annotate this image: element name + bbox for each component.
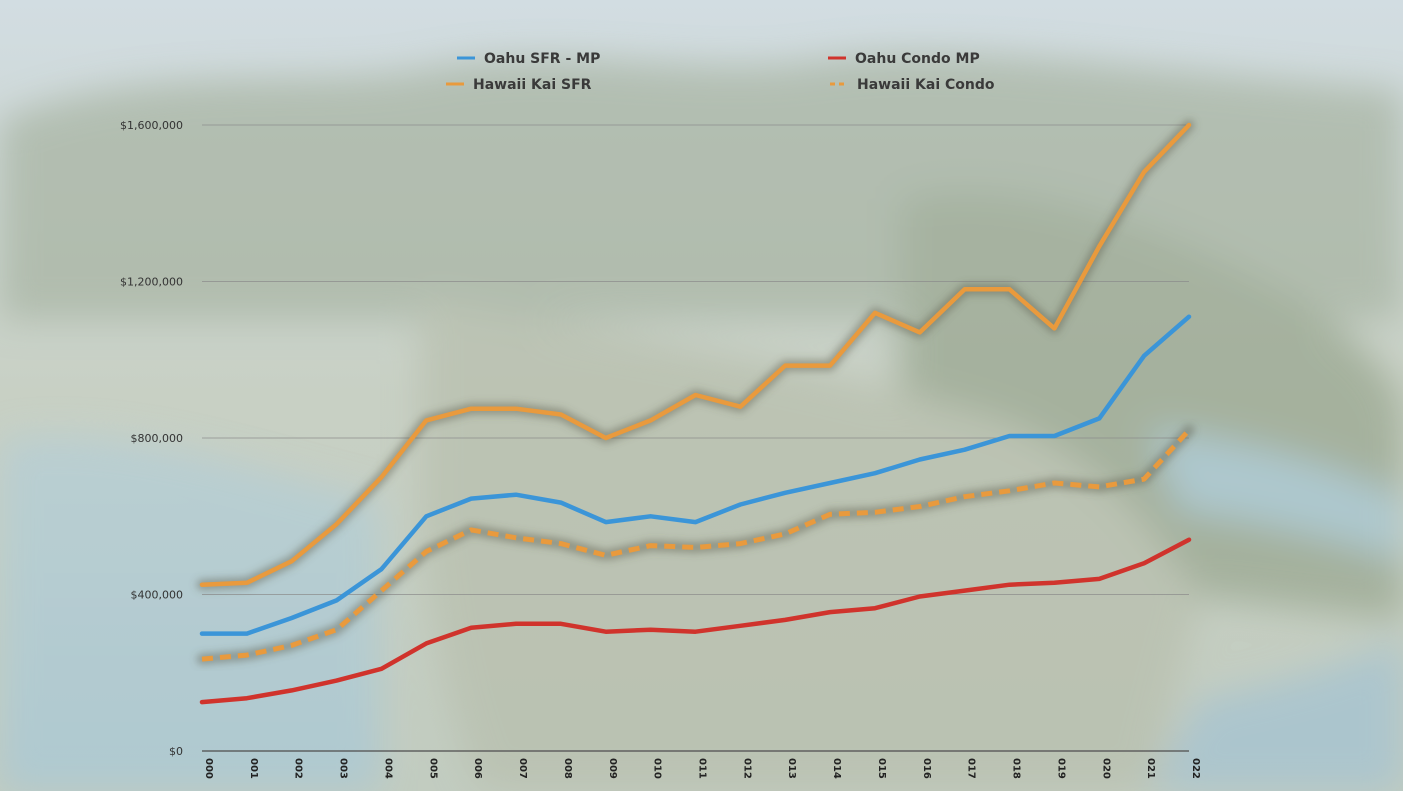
y-tick-label: $0 bbox=[169, 745, 183, 758]
series-line-oahu-sfr-mp bbox=[199, 314, 1192, 636]
x-tick-label: 003 bbox=[338, 758, 349, 779]
x-tick-label: 021 bbox=[1145, 758, 1156, 779]
x-tick-label: 020 bbox=[1100, 758, 1111, 779]
x-tick-label: 019 bbox=[1055, 758, 1066, 779]
x-tick-label: 015 bbox=[876, 758, 887, 779]
y-tick-label: $800,000 bbox=[131, 432, 184, 445]
legend-label-oahu-sfr-mp: Oahu SFR - MP bbox=[484, 51, 600, 67]
series-line-hawaii-kai-condo bbox=[201, 428, 1191, 662]
y-tick-label: $1,200,000 bbox=[120, 276, 183, 289]
x-tick-label: 009 bbox=[607, 758, 618, 779]
x-tick-label: 012 bbox=[741, 758, 752, 779]
x-tick-label: 006 bbox=[472, 758, 483, 779]
series-line-hawaii-kai-sfr bbox=[199, 122, 1192, 587]
y-tick-label: $1,600,000 bbox=[120, 119, 183, 132]
x-axis-labels: 000 001 002 003 004 005 006 007 008 009 010 011 012 0… bbox=[203, 758, 1201, 779]
x-tick-label: 017 bbox=[966, 758, 977, 779]
x-tick-label: 013 bbox=[786, 758, 797, 779]
x-tick-label: 010 bbox=[652, 758, 663, 779]
y-axis-labels: $0 $400,000 $800,000 $1,200,000 $1,600,000 bbox=[120, 119, 183, 758]
x-tick-label: 001 bbox=[248, 758, 259, 779]
legend-label-hawaii-kai-sfr: Hawaii Kai SFR bbox=[473, 77, 592, 93]
x-tick-label: 014 bbox=[831, 758, 842, 779]
legend: Oahu SFR - MP Hawaii Kai SFR Oahu Condo MP… bbox=[446, 51, 995, 93]
x-tick-label: 002 bbox=[293, 758, 304, 779]
y-tick-label: $400,000 bbox=[131, 589, 184, 602]
legend-label-hawaii-kai-condo: Hawaii Kai Condo bbox=[857, 77, 995, 93]
series-layer bbox=[196, 119, 1195, 705]
x-tick-label: 011 bbox=[697, 758, 708, 779]
x-tick-label: 005 bbox=[427, 758, 438, 779]
x-tick-label: 008 bbox=[562, 758, 573, 779]
legend-label-oahu-condo-mp: Oahu Condo MP bbox=[855, 51, 980, 67]
x-tick-label: 007 bbox=[517, 758, 528, 779]
x-tick-label: 022 bbox=[1190, 758, 1201, 779]
x-tick-label: 018 bbox=[1011, 758, 1022, 779]
x-tick-label: 004 bbox=[382, 758, 393, 779]
series-line-oahu-condo-mp bbox=[199, 537, 1192, 705]
x-tick-label: 000 bbox=[203, 758, 214, 779]
x-tick-label: 016 bbox=[921, 758, 932, 779]
